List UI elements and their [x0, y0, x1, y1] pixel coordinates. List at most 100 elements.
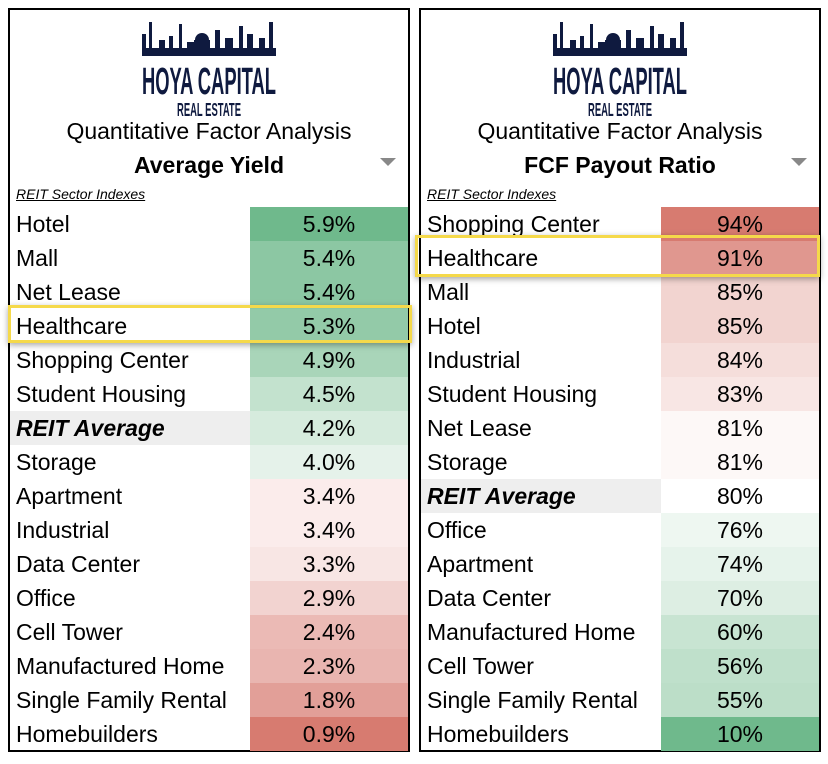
sector-label: Industrial [16, 517, 110, 543]
sector-value: 10% [661, 717, 819, 751]
sector-label: Storage [427, 449, 508, 475]
sector-value: 81% [661, 411, 819, 445]
sector-label: Industrial [427, 347, 521, 373]
table-row: Data Center 3.3% [10, 547, 408, 581]
table-row: Manufactured Home 60% [421, 615, 819, 649]
table-row: REIT Average 4.2% [10, 411, 408, 445]
sector-label: Single Family Rental [427, 687, 638, 713]
sector-value: 4.2% [250, 411, 408, 445]
svg-text:REAL ESTATE: REAL ESTATE [588, 100, 652, 118]
sector-label: Office [427, 517, 487, 543]
sector-label: Storage [16, 449, 97, 475]
table-row: Net Lease 81% [421, 411, 819, 445]
dropdown-caret-icon[interactable] [791, 158, 807, 166]
table-row: Storage 4.0% [10, 445, 408, 479]
sector-label: Net Lease [16, 279, 121, 305]
sector-value: 5.3% [250, 309, 408, 343]
table-row: Shopping Center 4.9% [10, 343, 408, 377]
table-row: Apartment 3.4% [10, 479, 408, 513]
svg-text:REAL ESTATE: REAL ESTATE [177, 100, 241, 118]
sector-value: 4.0% [250, 445, 408, 479]
table-row: Healthcare 5.3% [10, 309, 408, 343]
table-row: Hotel 5.9% [10, 207, 408, 241]
table-row: Manufactured Home 2.3% [10, 649, 408, 683]
sector-label: Student Housing [16, 381, 187, 407]
sector-label: Net Lease [427, 415, 532, 441]
table-row: Cell Tower 56% [421, 649, 819, 683]
sector-label: Manufactured Home [427, 619, 636, 645]
sector-table: Shopping Center 94% Healthcare 91% Mall 85… [421, 207, 819, 751]
fcf-payout-panel: HOYA CAPITAL REAL ESTATE Quantitative Fa… [419, 8, 821, 752]
sector-label: Mall [16, 245, 59, 271]
subtitle: Quantitative Factor Analysis [66, 118, 352, 144]
sector-label: Student Housing [427, 381, 598, 407]
table-row: Hotel 85% [421, 309, 819, 343]
table-row: Storage 81% [421, 445, 819, 479]
table-row: Student Housing 83% [421, 377, 819, 411]
table-row: Mall 85% [421, 275, 819, 309]
sector-value: 84% [661, 343, 819, 377]
svg-text:HOYA CAPITAL: HOYA CAPITAL [553, 61, 687, 103]
table-row: Data Center 70% [421, 581, 819, 615]
hoya-capital-logo: HOYA CAPITAL REAL ESTATE [421, 18, 819, 118]
sector-value: 2.4% [250, 615, 408, 649]
metric-selector[interactable]: Average Yield [133, 152, 284, 178]
sector-value: 0.9% [250, 717, 408, 751]
sector-value: 70% [661, 581, 819, 615]
sector-value: 4.9% [250, 343, 408, 377]
average-yield-panel: HOYA CAPITAL REAL ESTATE Quantitative Fa… [8, 8, 410, 752]
table-row: Industrial 3.4% [10, 513, 408, 547]
sector-value: 5.4% [250, 275, 408, 309]
sector-table: Hotel 5.9% Mall 5.4% Net Lease 5.4% Healthc… [10, 207, 408, 751]
sector-label: Apartment [427, 551, 534, 577]
sector-value: 2.3% [250, 649, 408, 683]
sector-label: Single Family Rental [16, 687, 227, 713]
sector-label: Healthcare [427, 245, 539, 271]
table-row: Homebuilders 10% [421, 717, 819, 751]
sector-label: Healthcare [16, 313, 128, 339]
sector-label: Shopping Center [16, 347, 189, 373]
table-row: Industrial 84% [421, 343, 819, 377]
table-row: Healthcare 91% [421, 241, 819, 275]
sector-label: Cell Tower [427, 653, 534, 679]
section-label: REIT Sector Indexes [427, 186, 557, 202]
table-row: Homebuilders 0.9% [10, 717, 408, 751]
sector-value: 5.4% [250, 241, 408, 275]
sector-value: 3.4% [250, 513, 408, 547]
hoya-capital-logo: HOYA CAPITAL REAL ESTATE [10, 18, 408, 118]
sector-value: 56% [661, 649, 819, 683]
table-row: Apartment 74% [421, 547, 819, 581]
svg-text:HOYA CAPITAL: HOYA CAPITAL [142, 61, 276, 103]
sector-value: 85% [661, 275, 819, 309]
sector-value: 83% [661, 377, 819, 411]
sector-label: Office [16, 585, 76, 611]
sector-label: Data Center [16, 551, 141, 577]
table-row: Student Housing 4.5% [10, 377, 408, 411]
table-row: Mall 5.4% [10, 241, 408, 275]
sector-value: 55% [661, 683, 819, 717]
sector-value: 4.5% [250, 377, 408, 411]
table-row: Cell Tower 2.4% [10, 615, 408, 649]
sector-label: Homebuilders [16, 721, 158, 747]
table-row: Office 76% [421, 513, 819, 547]
sector-value: 76% [661, 513, 819, 547]
dropdown-caret-icon[interactable] [380, 158, 396, 166]
sector-value: 81% [661, 445, 819, 479]
table-row: Single Family Rental 1.8% [10, 683, 408, 717]
table-row: REIT Average 80% [421, 479, 819, 513]
sector-label: Manufactured Home [16, 653, 225, 679]
sector-value: 91% [661, 241, 819, 275]
sector-value: 2.9% [250, 581, 408, 615]
sector-label: Homebuilders [427, 721, 569, 747]
sector-value: 3.3% [250, 547, 408, 581]
sector-value: 80% [661, 479, 819, 513]
sector-value: 5.9% [250, 207, 408, 241]
section-label: REIT Sector Indexes [16, 186, 146, 202]
sector-value: 60% [661, 615, 819, 649]
sector-value: 1.8% [250, 683, 408, 717]
sector-label: Shopping Center [427, 211, 600, 237]
sector-label: Data Center [427, 585, 552, 611]
metric-selector[interactable]: FCF Payout Ratio [524, 152, 716, 178]
sector-label: Cell Tower [16, 619, 123, 645]
sector-label: Mall [427, 279, 470, 305]
